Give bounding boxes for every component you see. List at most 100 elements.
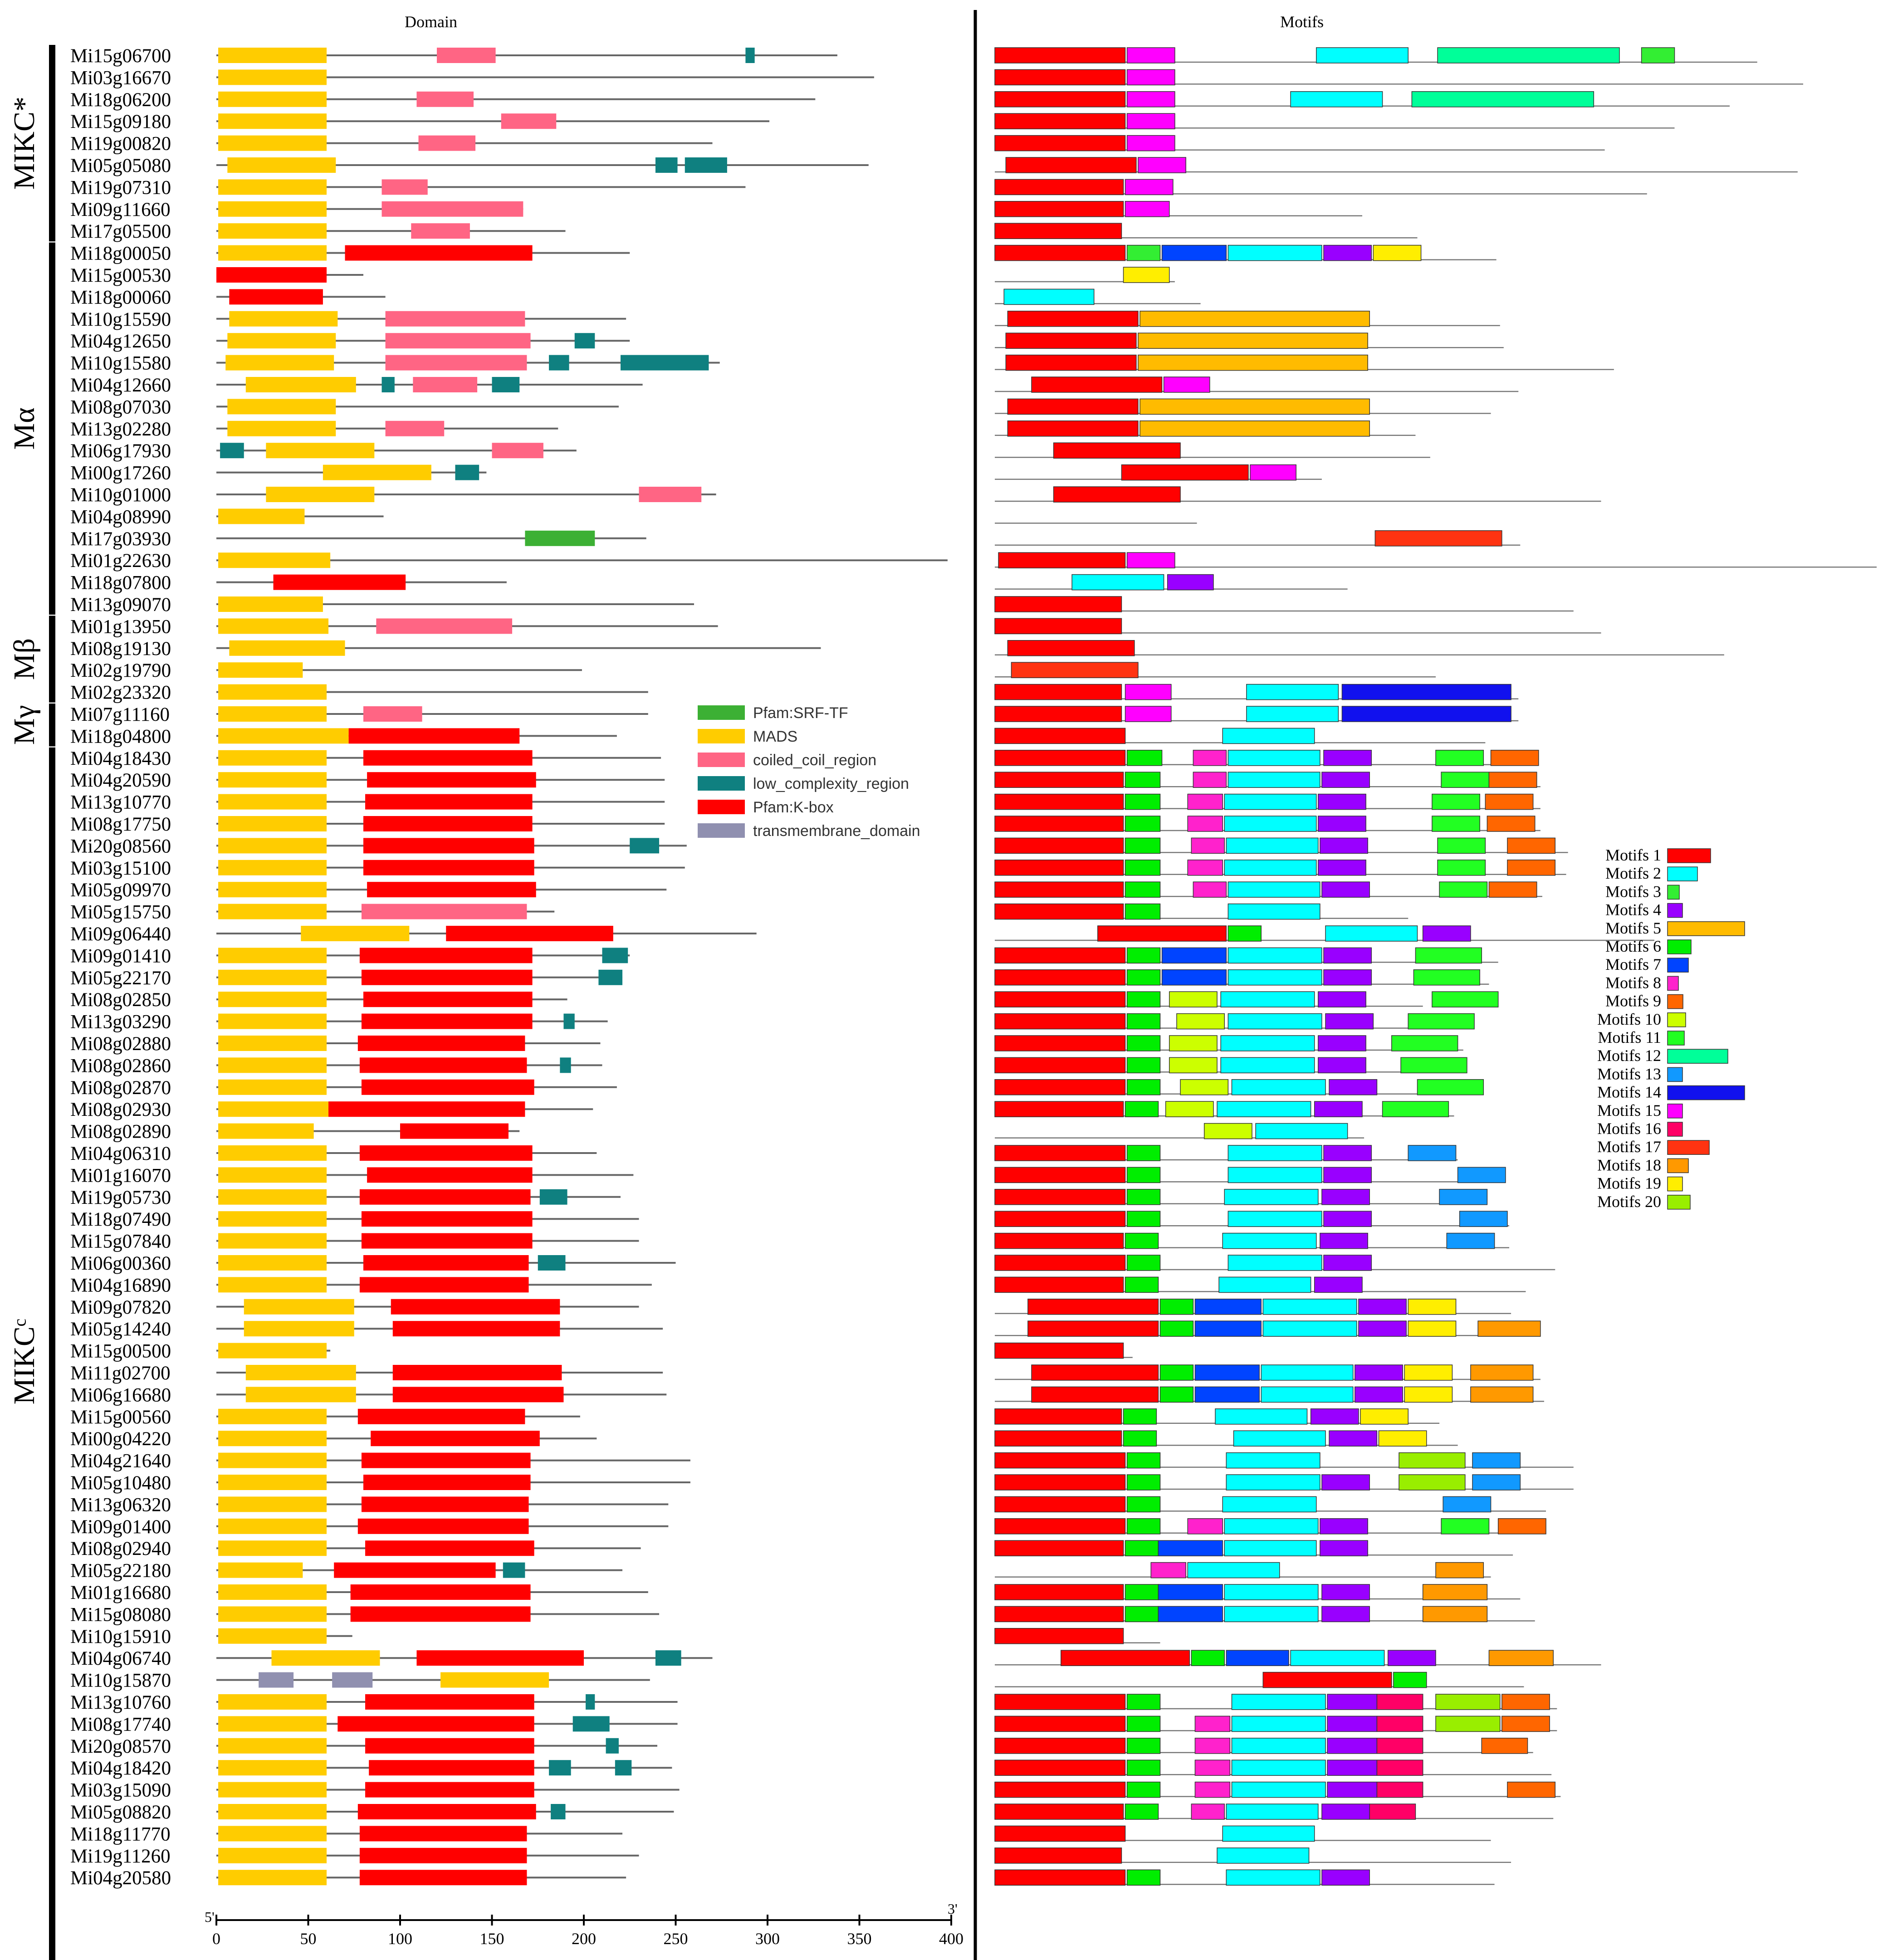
- domain-block: [606, 1738, 619, 1754]
- domain-block: [218, 1826, 327, 1842]
- gene-label: Mi18g07490: [70, 1209, 171, 1230]
- domain-block: [218, 1079, 327, 1095]
- motif-block: [994, 1232, 1124, 1249]
- motif-block: [1061, 1650, 1190, 1666]
- domain-block: [225, 355, 334, 371]
- motif-block: [994, 47, 1126, 64]
- motif-block: [1126, 1760, 1161, 1776]
- motif-block: [1176, 1013, 1225, 1030]
- motif-block: [994, 772, 1124, 788]
- motif-legend-label: Motifs 1: [1605, 846, 1661, 864]
- motif-block: [994, 793, 1124, 810]
- domain-block: [218, 860, 327, 875]
- domain-legend-label: Pfam:SRF-TF: [753, 704, 848, 722]
- gene-label: Mi13g09070: [70, 594, 171, 616]
- gene-label: Mi05g08820: [70, 1802, 171, 1823]
- domain-block: [218, 662, 303, 678]
- domain-block: [245, 1387, 356, 1403]
- motif-legend-label: Motifs 20: [1597, 1193, 1661, 1211]
- motif-block: [1191, 1650, 1225, 1666]
- motif-block: [1310, 1408, 1359, 1425]
- motif-block: [1126, 552, 1175, 568]
- domain-block: [266, 487, 375, 502]
- motif-block: [1226, 1869, 1321, 1886]
- domain-block: [218, 1013, 327, 1029]
- axis-tick-label: 0: [212, 1930, 220, 1948]
- domain-block: [218, 1431, 327, 1447]
- motif-block: [1378, 1430, 1427, 1447]
- gene-label: Mi11g02700: [70, 1363, 171, 1384]
- domain-legend-swatch: [698, 800, 745, 814]
- motif-block: [1126, 1716, 1161, 1732]
- motif-block: [1224, 1606, 1319, 1623]
- motif-block: [1125, 1540, 1159, 1556]
- domain-block: [259, 1672, 294, 1688]
- gene-label: Mi10g15590: [70, 309, 171, 330]
- gene-label: Mi13g06320: [70, 1494, 171, 1515]
- motif-block: [1231, 1079, 1326, 1095]
- domain-block: [391, 1299, 560, 1315]
- motif-block: [994, 1781, 1126, 1798]
- gene-label: Mi08g07030: [70, 396, 171, 418]
- domain-block: [328, 1101, 525, 1117]
- motif-block: [1126, 1189, 1161, 1205]
- gene-label: Mi09g11660: [70, 199, 171, 220]
- motif-block: [1321, 1804, 1370, 1820]
- motif-block: [1437, 47, 1620, 64]
- motif-block: [1140, 311, 1370, 327]
- motif-block: [1387, 1650, 1436, 1666]
- motif-block: [1341, 684, 1511, 700]
- motif-block: [1318, 860, 1366, 876]
- group-label: Mβ: [8, 638, 41, 680]
- motif-block: [1194, 1738, 1231, 1754]
- motif-block: [1194, 1781, 1231, 1798]
- motif-legend-swatch: [1667, 1012, 1686, 1027]
- motif-block: [1071, 574, 1164, 591]
- gene-label: Mi04g18430: [70, 748, 171, 769]
- domain-block: [563, 1013, 575, 1029]
- motif-block: [1341, 706, 1511, 722]
- domain-block: [363, 816, 533, 831]
- motif-block: [1125, 179, 1174, 196]
- domain-block: [218, 1408, 327, 1424]
- domain-block: [363, 992, 533, 1007]
- motif-block: [1502, 1716, 1550, 1732]
- motif-block: [994, 969, 1126, 986]
- motif-block: [1327, 1738, 1378, 1754]
- motif-block: [1316, 47, 1409, 64]
- domain-block: [218, 1716, 327, 1732]
- motif-block: [994, 1760, 1126, 1776]
- motif-block: [1159, 1299, 1194, 1315]
- axis-tick-label: 400: [939, 1930, 964, 1948]
- motif-block: [1140, 398, 1370, 415]
- group-label: MIKCᶜ: [8, 1319, 41, 1404]
- domain-block: [385, 420, 445, 436]
- domain-block: [218, 838, 327, 854]
- motif-block: [1641, 47, 1675, 64]
- motif-block: [1150, 1562, 1186, 1579]
- gene-label: Mi04g18420: [70, 1758, 171, 1779]
- motif-block: [1165, 1101, 1214, 1117]
- domain-block: [549, 355, 569, 371]
- domain-block: [227, 333, 336, 349]
- gene-label: Mi04g21640: [70, 1451, 171, 1472]
- domain-block: [218, 1452, 327, 1468]
- motif-block: [1231, 1760, 1326, 1776]
- motif-block: [1215, 1408, 1308, 1425]
- motif-block: [1191, 837, 1225, 854]
- gene-label: Mi20g08560: [70, 836, 171, 857]
- motif-block: [1228, 1145, 1322, 1161]
- motif-block: [1125, 837, 1161, 854]
- motif-block: [1125, 684, 1172, 700]
- motif-block: [1203, 1123, 1252, 1139]
- motif-block: [994, 881, 1124, 898]
- domain-legend-swatch: [698, 776, 745, 791]
- domain-block: [361, 1013, 533, 1029]
- motif-legend-label: Motifs 14: [1597, 1083, 1661, 1101]
- gene-label: Mi08g02880: [70, 1033, 171, 1055]
- domain-block: [227, 399, 336, 415]
- motif-block: [1126, 1869, 1161, 1886]
- motif-block: [994, 706, 1122, 722]
- motif-block: [1459, 1211, 1508, 1227]
- motif-block: [1126, 1694, 1161, 1710]
